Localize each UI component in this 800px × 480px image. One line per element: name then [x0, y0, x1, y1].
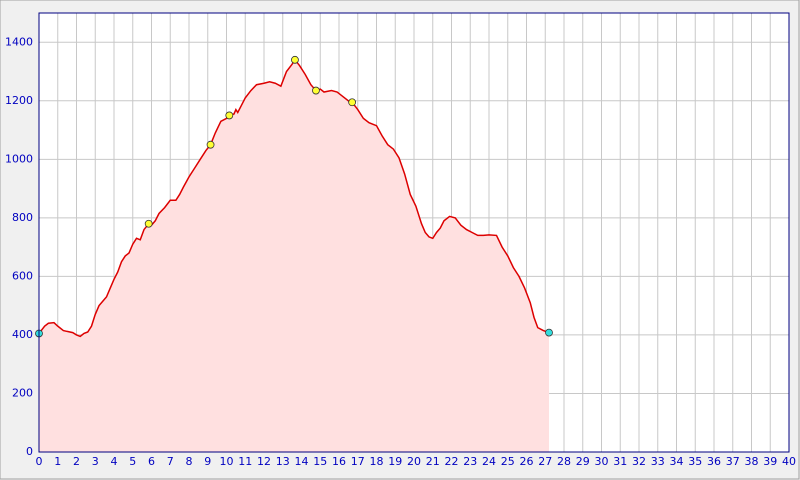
- x-tick-label: 2: [73, 455, 80, 468]
- layers: [35, 13, 790, 453]
- x-tick-label: 10: [220, 455, 234, 468]
- x-tick-label: 16: [332, 455, 346, 468]
- plot-frame: [38, 12, 790, 453]
- x-tick-label: 13: [276, 455, 290, 468]
- x-tick-label: 14: [295, 455, 309, 468]
- x-tick-label: 7: [167, 455, 174, 468]
- x-tick-label: 3: [92, 455, 99, 468]
- x-tick-label: 27: [538, 455, 552, 468]
- x-tick-label: 22: [445, 455, 459, 468]
- waypoint: [144, 219, 153, 228]
- x-tick-label: 32: [632, 455, 646, 468]
- x-tick-label: 9: [204, 455, 211, 468]
- x-tick-label: 35: [688, 455, 702, 468]
- x-tick-label: 15: [313, 455, 327, 468]
- waypoint: [206, 140, 215, 149]
- waypoint: [225, 111, 234, 120]
- x-tick-label: 24: [482, 455, 496, 468]
- x-tick-label: 5: [129, 455, 136, 468]
- area-fill: [39, 59, 549, 453]
- x-tick-label: 28: [557, 455, 571, 468]
- y-tick-label: 1200: [5, 94, 33, 107]
- x-tick-label: 0: [36, 455, 43, 468]
- profile-line: [38, 58, 550, 338]
- y-tick-label: 200: [12, 386, 33, 399]
- x-tick-label: 34: [670, 455, 684, 468]
- x-tick-label: 25: [501, 455, 515, 468]
- x-tick-label: 17: [351, 455, 365, 468]
- x-tick-label: 21: [426, 455, 440, 468]
- y-tick-label: 600: [12, 269, 33, 282]
- x-tick-label: 33: [651, 455, 665, 468]
- x-tick-label: 20: [407, 455, 421, 468]
- x-tick-label: 26: [520, 455, 534, 468]
- waypoint: [545, 328, 553, 337]
- x-tick-label: 4: [111, 455, 118, 468]
- x-tick-label: 23: [463, 455, 477, 468]
- x-tick-label: 40: [782, 455, 796, 468]
- y-tick-label: 800: [12, 211, 33, 224]
- x-tick-label: 12: [257, 455, 271, 468]
- x-tick-label: 30: [595, 455, 609, 468]
- x-tick-label: 37: [726, 455, 740, 468]
- y-tick-label: 1000: [5, 152, 33, 165]
- x-tick-label: 11: [238, 455, 252, 468]
- waypoint: [291, 55, 299, 64]
- y-tick-label: 0: [26, 445, 33, 458]
- x-tick-label: 39: [763, 455, 777, 468]
- y-tick-label: 400: [12, 328, 33, 341]
- waypoint: [312, 86, 320, 95]
- y-tick-label: 1400: [5, 35, 33, 48]
- x-tick-label: 29: [576, 455, 590, 468]
- x-tick-label: 31: [613, 455, 627, 468]
- x-tick-label: 19: [388, 455, 402, 468]
- x-tick-label: 8: [186, 455, 193, 468]
- x-tick-label: 6: [148, 455, 155, 468]
- x-tick-label: 1: [54, 455, 61, 468]
- x-tick-label: 38: [745, 455, 759, 468]
- x-tick-label: 18: [370, 455, 384, 468]
- waypoint: [348, 98, 357, 107]
- x-tick-label: 36: [707, 455, 721, 468]
